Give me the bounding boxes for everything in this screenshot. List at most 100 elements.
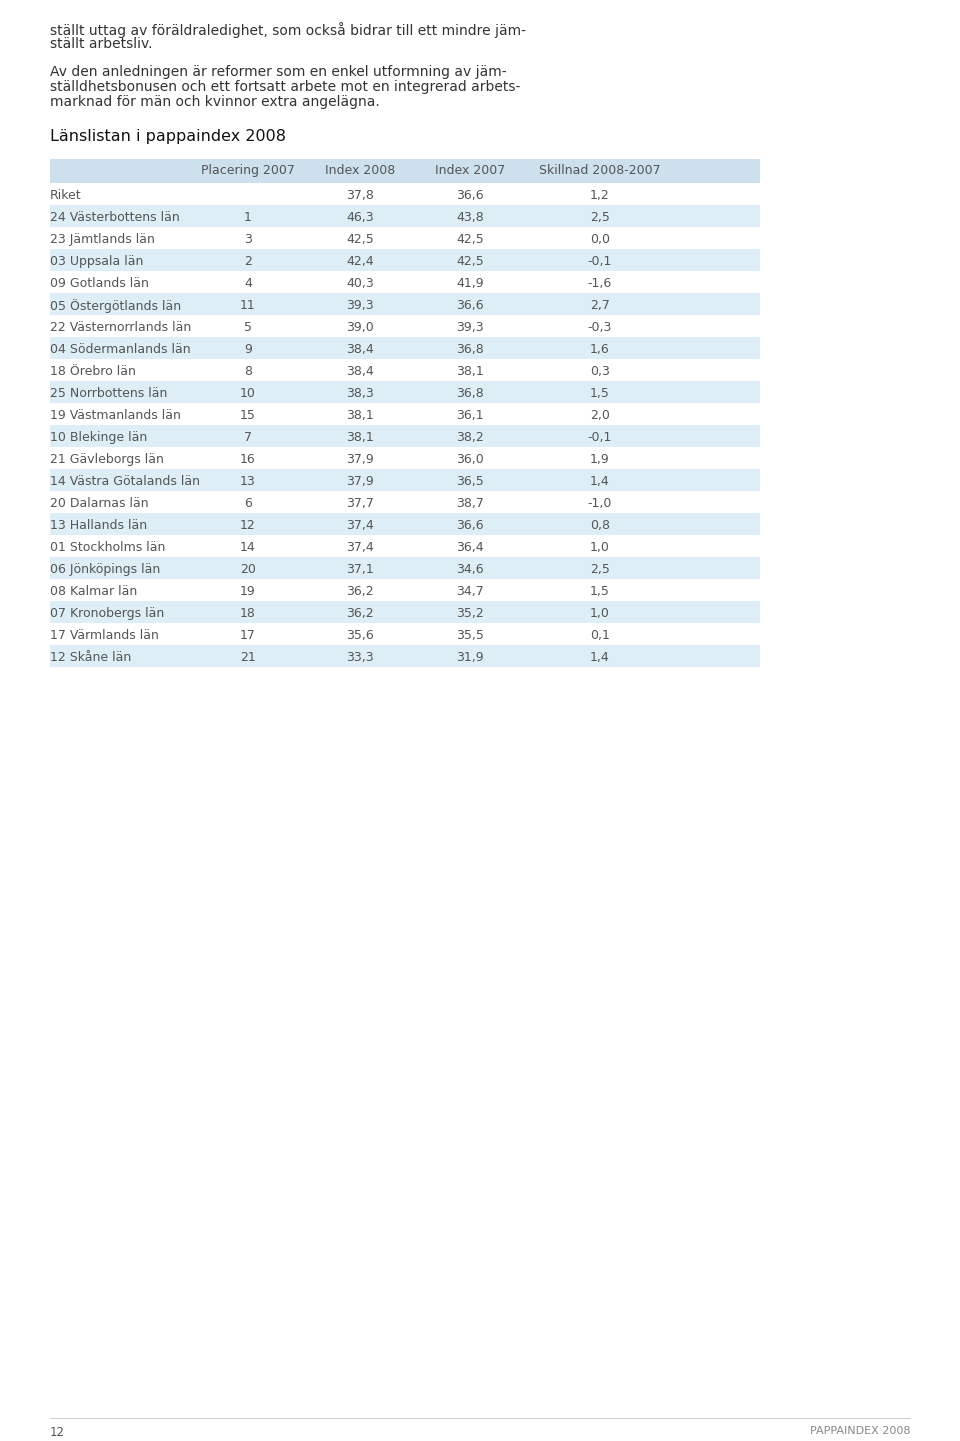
Text: 07 Kronobergs län: 07 Kronobergs län <box>50 607 164 620</box>
Text: 0,8: 0,8 <box>590 519 610 532</box>
Text: -1,6: -1,6 <box>588 277 612 290</box>
Text: 40,3: 40,3 <box>347 277 373 290</box>
Text: 11: 11 <box>240 298 256 313</box>
Text: 1,0: 1,0 <box>590 607 610 620</box>
Text: marknad för män och kvinnor extra angelägna.: marknad för män och kvinnor extra angelä… <box>50 95 380 110</box>
Bar <box>50 447 760 468</box>
Bar <box>50 337 760 359</box>
Text: 09 Gotlands län: 09 Gotlands län <box>50 277 149 290</box>
Text: 18: 18 <box>240 607 256 620</box>
Text: Riket: Riket <box>50 189 82 202</box>
Text: 1,2: 1,2 <box>590 189 610 202</box>
Text: 10 Blekinge län: 10 Blekinge län <box>50 431 147 444</box>
Text: 14: 14 <box>240 540 256 553</box>
Text: 17: 17 <box>240 630 256 643</box>
Text: Index 2007: Index 2007 <box>435 164 505 177</box>
Text: 36,6: 36,6 <box>456 189 484 202</box>
Text: 12: 12 <box>240 519 256 532</box>
Text: 22 Västernorrlands län: 22 Västernorrlands län <box>50 321 191 334</box>
Text: 36,4: 36,4 <box>456 540 484 553</box>
Text: 10: 10 <box>240 388 256 401</box>
Text: 5: 5 <box>244 321 252 334</box>
Bar <box>50 425 760 447</box>
Text: 36,2: 36,2 <box>347 585 373 598</box>
Bar <box>50 468 760 491</box>
Text: -0,1: -0,1 <box>588 431 612 444</box>
Text: 05 Östergötlands län: 05 Östergötlands län <box>50 298 181 313</box>
Text: 37,4: 37,4 <box>347 519 373 532</box>
Text: 39,0: 39,0 <box>347 321 373 334</box>
Text: 9: 9 <box>244 343 252 356</box>
Bar <box>50 558 760 579</box>
Text: PAPPAINDEX 2008: PAPPAINDEX 2008 <box>809 1427 910 1437</box>
Text: 15: 15 <box>240 409 256 422</box>
Text: 46,3: 46,3 <box>347 210 373 223</box>
Text: 37,8: 37,8 <box>346 189 374 202</box>
Text: 36,8: 36,8 <box>456 343 484 356</box>
Text: Placering 2007: Placering 2007 <box>201 164 295 177</box>
Text: 20: 20 <box>240 563 256 576</box>
Text: -1,0: -1,0 <box>588 497 612 510</box>
Text: 42,5: 42,5 <box>456 255 484 268</box>
Text: Index 2008: Index 2008 <box>324 164 396 177</box>
Text: 1,6: 1,6 <box>590 343 610 356</box>
Text: 39,3: 39,3 <box>347 298 373 313</box>
Text: 06 Jönköpings län: 06 Jönköpings län <box>50 563 160 576</box>
Text: 1,4: 1,4 <box>590 476 610 488</box>
Text: 1,5: 1,5 <box>590 388 610 401</box>
Text: 8: 8 <box>244 365 252 378</box>
Text: 16: 16 <box>240 452 256 465</box>
Text: -0,1: -0,1 <box>588 255 612 268</box>
Bar <box>50 316 760 337</box>
Text: 17 Värmlands län: 17 Värmlands län <box>50 630 158 643</box>
Text: 2,5: 2,5 <box>590 563 610 576</box>
Text: 38,4: 38,4 <box>347 365 373 378</box>
Bar <box>50 601 760 623</box>
Bar <box>50 491 760 513</box>
Text: 1,0: 1,0 <box>590 540 610 553</box>
Bar <box>50 228 760 249</box>
Text: 03 Uppsala län: 03 Uppsala län <box>50 255 143 268</box>
Text: 38,7: 38,7 <box>456 497 484 510</box>
Bar <box>50 183 760 205</box>
Text: 35,2: 35,2 <box>456 607 484 620</box>
Text: 36,2: 36,2 <box>347 607 373 620</box>
Bar <box>50 535 760 558</box>
Text: 21 Gävleborgs län: 21 Gävleborgs län <box>50 452 164 465</box>
Text: ställt uttag av föräldraledighet, som också bidrar till ett mindre jäm-: ställt uttag av föräldraledighet, som oc… <box>50 22 526 37</box>
Text: 43,8: 43,8 <box>456 210 484 223</box>
Text: 19 Västmanlands län: 19 Västmanlands län <box>50 409 180 422</box>
Text: 7: 7 <box>244 431 252 444</box>
Text: ställdhetsbonusen och ett fortsatt arbete mot en integrerad arbets-: ställdhetsbonusen och ett fortsatt arbet… <box>50 81 520 94</box>
Bar <box>50 623 760 646</box>
Text: 39,3: 39,3 <box>456 321 484 334</box>
Text: 37,9: 37,9 <box>347 452 373 465</box>
Text: 04 Södermanlands län: 04 Södermanlands län <box>50 343 191 356</box>
Text: ställt arbetsliv.: ställt arbetsliv. <box>50 37 153 50</box>
Text: 4: 4 <box>244 277 252 290</box>
Text: 42,5: 42,5 <box>347 233 373 246</box>
Text: 1,5: 1,5 <box>590 585 610 598</box>
Text: 38,2: 38,2 <box>456 431 484 444</box>
Text: 0,3: 0,3 <box>590 365 610 378</box>
Text: 2,5: 2,5 <box>590 210 610 223</box>
Text: 01 Stockholms län: 01 Stockholms län <box>50 540 165 553</box>
Text: 36,6: 36,6 <box>456 298 484 313</box>
Bar <box>50 359 760 380</box>
Text: 42,5: 42,5 <box>456 233 484 246</box>
Text: 3: 3 <box>244 233 252 246</box>
Text: 36,5: 36,5 <box>456 476 484 488</box>
Text: 08 Kalmar län: 08 Kalmar län <box>50 585 137 598</box>
Text: 1,4: 1,4 <box>590 651 610 664</box>
Text: 36,6: 36,6 <box>456 519 484 532</box>
Text: 12: 12 <box>50 1427 65 1440</box>
Text: 37,7: 37,7 <box>346 497 374 510</box>
Bar <box>50 205 760 228</box>
Text: 35,5: 35,5 <box>456 630 484 643</box>
Bar <box>50 646 760 667</box>
Text: 38,1: 38,1 <box>456 365 484 378</box>
Text: Skillnad 2008-2007: Skillnad 2008-2007 <box>540 164 660 177</box>
Bar <box>50 403 760 425</box>
Bar <box>50 579 760 601</box>
Text: 34,7: 34,7 <box>456 585 484 598</box>
